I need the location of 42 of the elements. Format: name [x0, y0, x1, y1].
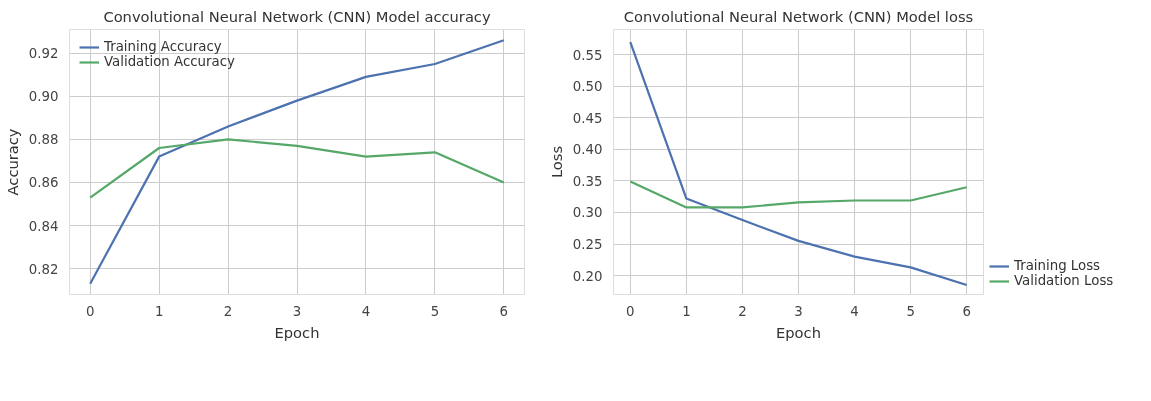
y-tick-label: 0.25 [572, 237, 603, 253]
x-tick-label: 0 [85, 303, 95, 319]
x-tick-label: 3 [292, 303, 302, 319]
x-tick-label: 0 [626, 303, 635, 319]
x-tick-label: 5 [430, 303, 440, 319]
x-tick-label: 4 [850, 303, 859, 319]
x-axis-title: Epoch [776, 323, 821, 341]
y-tick-label: 0.86 [28, 175, 59, 191]
y-tick-label: 0.40 [572, 142, 603, 158]
legend-label: Training Accuracy [104, 39, 222, 54]
x-tick-label: 4 [361, 303, 371, 319]
y-tick-label: 0.45 [572, 110, 603, 126]
x-tick-label: 6 [962, 303, 971, 319]
y-tick-label: 0.90 [28, 89, 59, 105]
line-series [89, 138, 505, 199]
y-tick-label: 0.50 [572, 79, 603, 95]
y-tick-label: 0.84 [28, 218, 59, 234]
chart-title: Convolutional Neural Network (CNN) Model loss [623, 7, 974, 25]
chart-title: Convolutional Neural Network (CNN) Model accuracy [103, 7, 491, 25]
y-tick-label: 0.20 [572, 268, 603, 284]
x-tick-label: 1 [154, 303, 164, 319]
y-tick-label: 0.92 [28, 46, 59, 62]
legend-label: Training Loss [1014, 258, 1101, 273]
legend-label: Validation Accuracy [104, 54, 235, 69]
y-axis-title: Accuracy [3, 128, 21, 196]
x-tick-label: 6 [499, 303, 509, 319]
x-axis-title: Epoch [274, 323, 320, 341]
y-axis-title: Loss [547, 145, 565, 179]
y-tick-label: 0.55 [572, 47, 603, 63]
y-tick-label: 0.35 [572, 173, 603, 189]
y-tick-label: 0.82 [28, 261, 59, 277]
legend-label: Validation Loss [1014, 273, 1114, 288]
x-tick-label: 5 [906, 303, 915, 319]
y-tick-label: 0.88 [28, 132, 59, 148]
y-tick-label: 0.30 [572, 205, 603, 221]
x-tick-label: 1 [682, 303, 691, 319]
line-series [89, 39, 505, 285]
x-tick-label: 2 [738, 303, 747, 319]
x-tick-label: 3 [794, 303, 803, 319]
line-series [629, 41, 968, 287]
x-tick-label: 2 [223, 303, 233, 319]
line-series [629, 180, 968, 209]
